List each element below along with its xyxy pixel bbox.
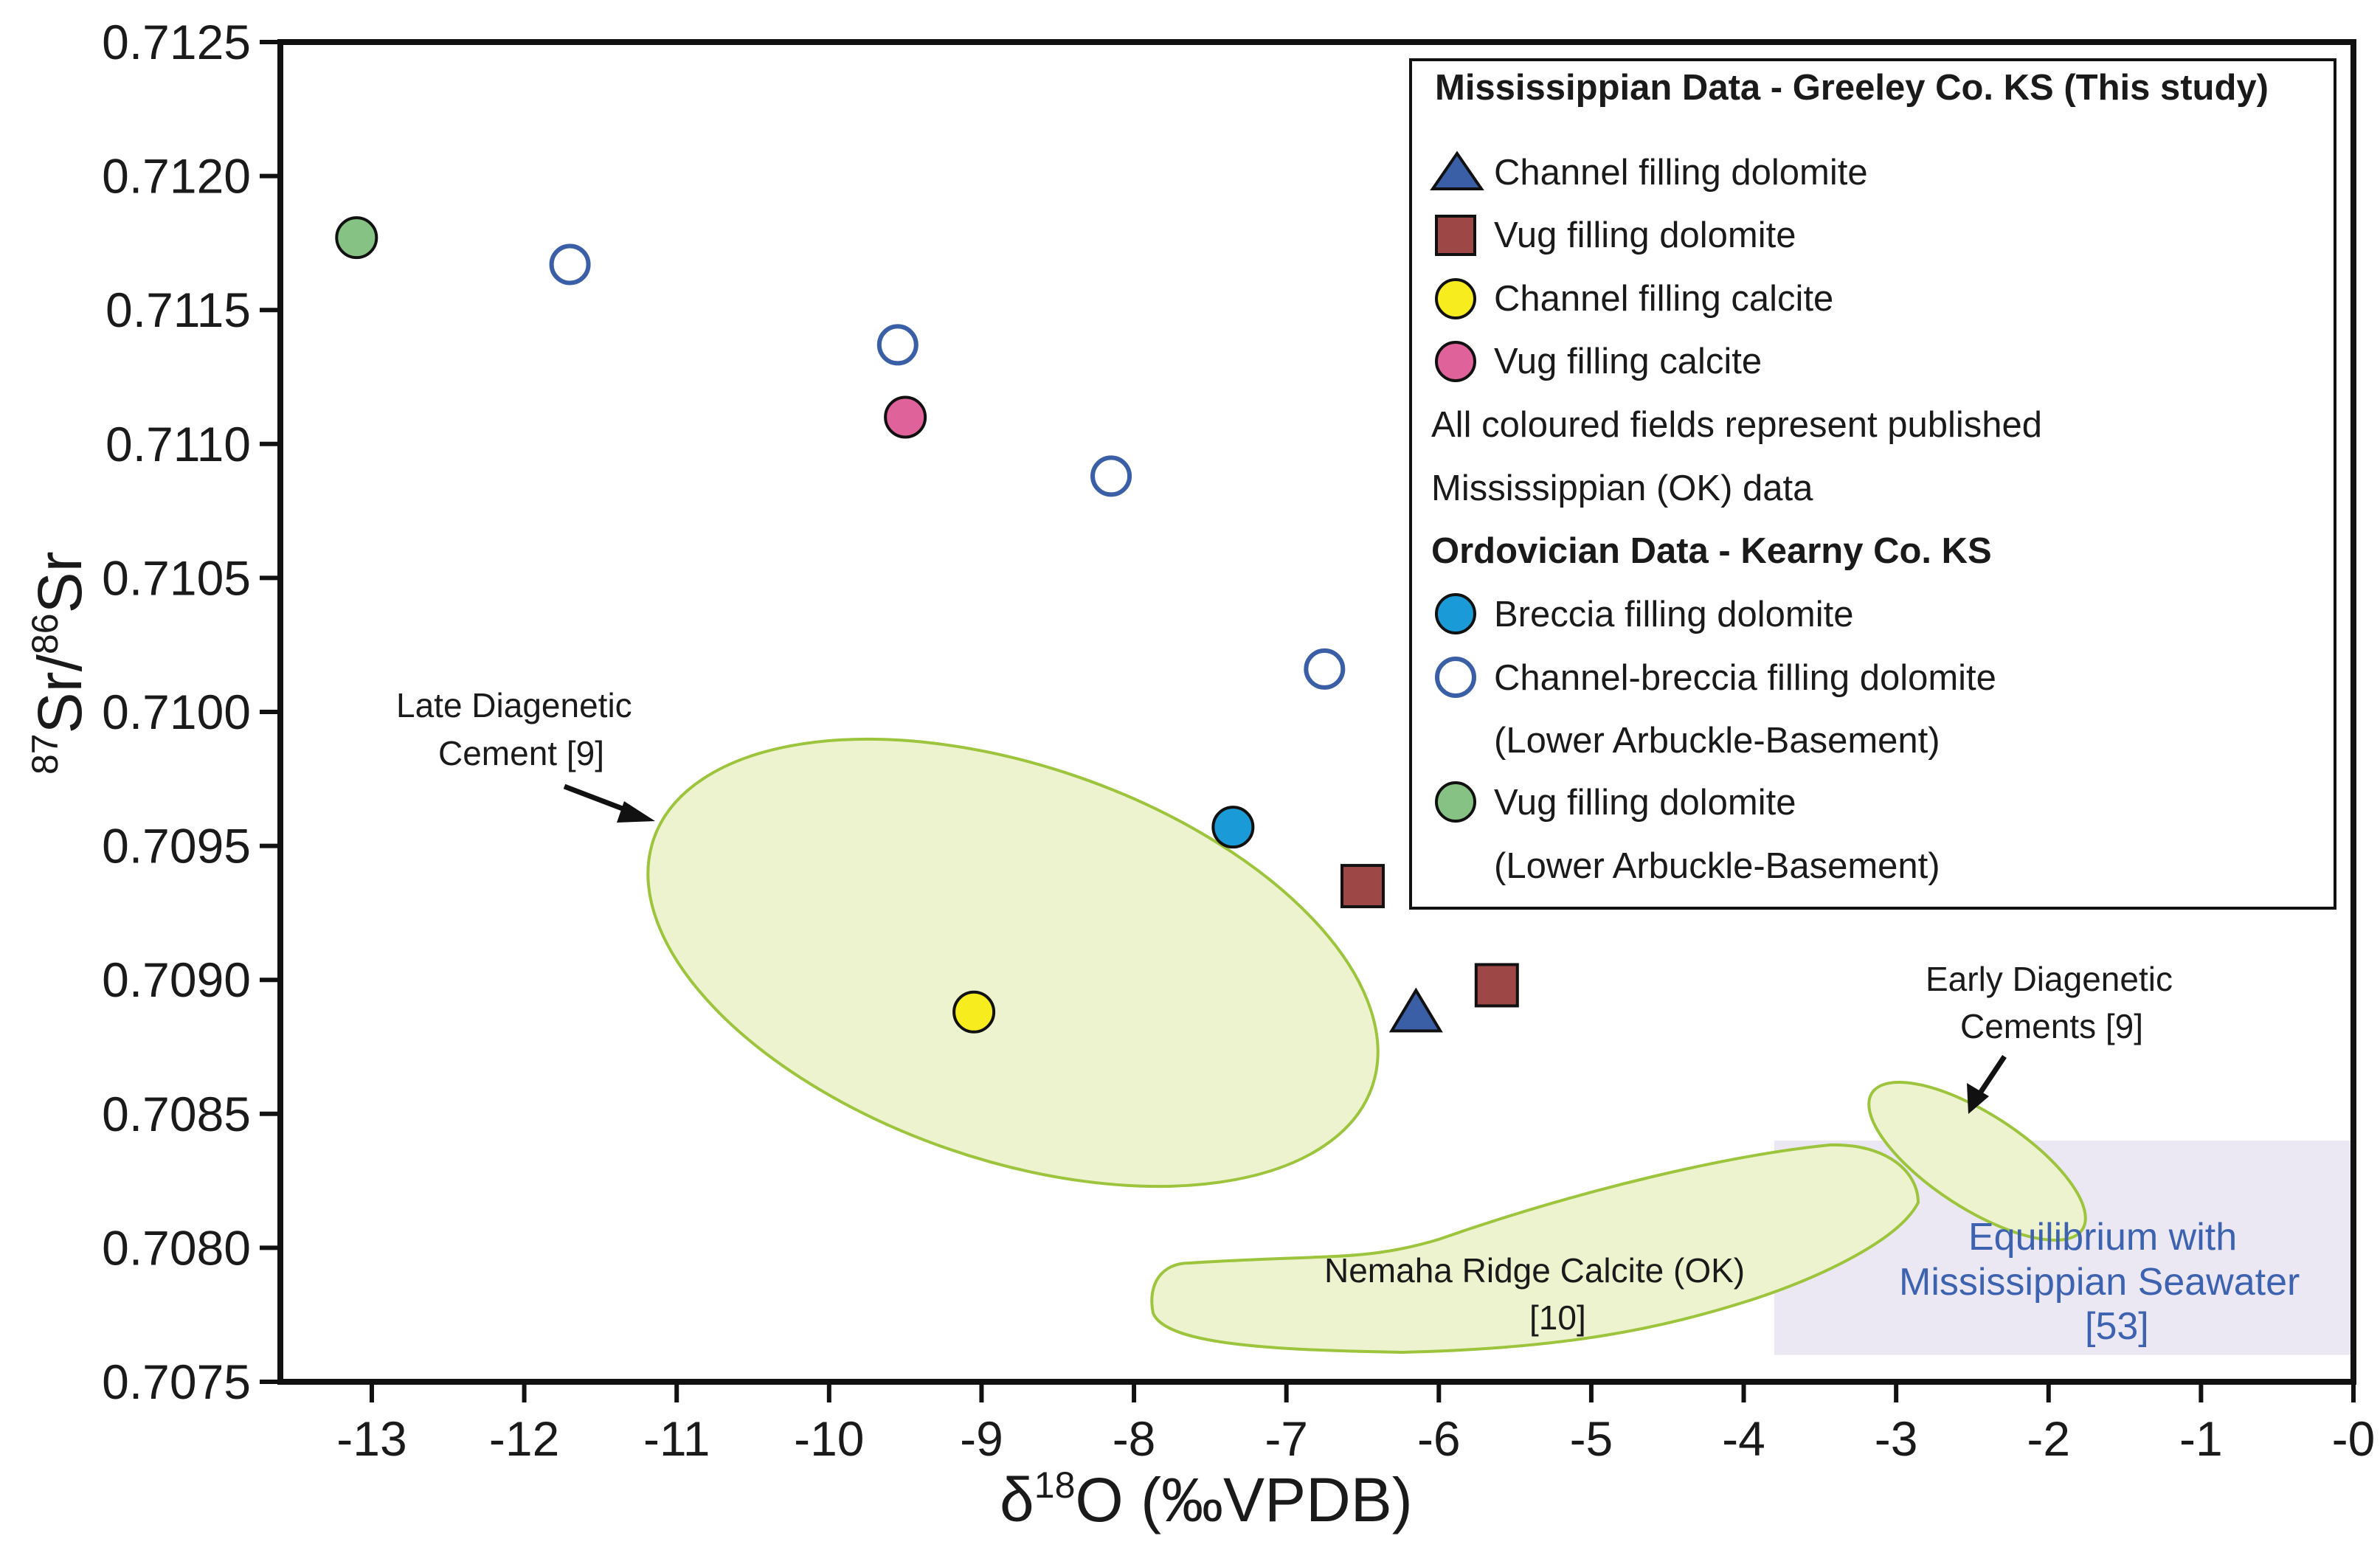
y-axis-title: 87Sr/86Sr — [24, 551, 94, 775]
x-tick-label: -3 — [1875, 1411, 1918, 1466]
legend-square-icon — [1435, 215, 1476, 256]
early-diagenetic-field — [1867, 1080, 2087, 1242]
data-point — [1474, 963, 1519, 1008]
y-tick-label: 0.7085 — [102, 1087, 251, 1141]
data-point — [549, 243, 591, 286]
legend-note-line1: All coloured fields represent published — [1431, 405, 2042, 445]
y-tick-label: 0.7090 — [102, 952, 251, 1007]
x-tick-label: -12 — [489, 1411, 559, 1466]
legend-item-channel-breccia: Channel-breccia filling dolomite — [1494, 658, 1996, 698]
legend-item-vug-dolomite-ord: Vug filling dolomite — [1494, 783, 1796, 823]
data-point — [1090, 455, 1132, 497]
legend-green-circle-icon — [1435, 781, 1476, 823]
data-point — [952, 990, 996, 1034]
legend-item-vug-dolomite-ord-sub: (Lower Arbuckle-Basement) — [1494, 846, 1940, 886]
late-diagenetic-label-line1: Late Diagenetic — [396, 686, 632, 724]
x-tick-label: -5 — [1570, 1411, 1613, 1466]
seawater-label-line3: [53] — [2085, 1305, 2149, 1348]
data-point — [876, 324, 919, 366]
legend: Mississippian Data - Greeley Co. KS (Thi… — [1409, 58, 2336, 910]
early-diagenetic-label-line2: Cements [9] — [1960, 1007, 2143, 1045]
data-point — [1340, 864, 1385, 909]
nemaha-label-line1: Nemaha Ridge Calcite (OK) — [1324, 1251, 1745, 1290]
data-point — [1211, 806, 1255, 849]
y-tick-label: 0.7075 — [102, 1354, 251, 1409]
legend-yellow-circle-icon — [1435, 278, 1476, 319]
x-tick-label: -11 — [643, 1411, 710, 1466]
data-point — [335, 216, 378, 260]
y-tick-label: 0.7120 — [102, 149, 251, 204]
x-tick-label: -9 — [960, 1411, 1003, 1466]
y-tick-label: 0.7115 — [105, 283, 251, 337]
legend-blue-circle-icon — [1435, 593, 1476, 634]
nemaha-ridge-field — [1150, 1143, 1920, 1354]
legend-item-vug-dolomite: Vug filling dolomite — [1494, 215, 1796, 255]
y-tick-label: 0.7100 — [102, 685, 251, 739]
late-diagenetic-field — [646, 737, 1380, 1189]
x-tick-label: -2 — [2027, 1411, 2070, 1466]
legend-note-line2: Mississippian (OK) data — [1431, 468, 1813, 508]
y-tick-label: 0.7110 — [105, 417, 251, 471]
legend-box — [1409, 58, 2336, 910]
y-tick-label: 0.7105 — [102, 550, 251, 605]
data-point — [1304, 648, 1346, 690]
y-axis: 0.7075 0.7080 0.7085 0.7090 0.7095 0.7100 0.71… — [102, 15, 280, 1409]
legend-triangle-icon — [1430, 150, 1484, 190]
x-tick-label: -6 — [1417, 1411, 1461, 1466]
data-point — [1388, 987, 1443, 1033]
y-tick-label: 0.7125 — [102, 15, 251, 69]
data-point — [884, 395, 927, 439]
x-axis: -13 -12 -11 -10 -9 -8 -7 -6 -5 -4 -3 -2 -1 -0 — [336, 1382, 2375, 1466]
x-tick-label: -0 — [2332, 1411, 2376, 1466]
x-tick-label: -10 — [794, 1411, 864, 1466]
seawater-label-line1: Equilibrium with — [1968, 1216, 2237, 1259]
early-diagenetic-label-line1: Early Diagenetic — [1926, 960, 2173, 998]
seawater-label-line2: Mississippian Seawater — [1899, 1261, 2300, 1304]
legend-heading-ordovician: Ordovician Data - Kearny Co. KS — [1431, 531, 1992, 571]
x-tick-label: -7 — [1265, 1411, 1308, 1466]
legend-open-circle-icon — [1435, 657, 1476, 698]
x-tick-label: -13 — [336, 1411, 407, 1466]
x-tick-label: -4 — [1722, 1411, 1765, 1466]
early-diagenetic-arrow — [1967, 1055, 2007, 1114]
nemaha-label-line2: [10] — [1529, 1298, 1586, 1337]
legend-item-channel-dolomite: Channel filling dolomite — [1494, 153, 1868, 193]
published-fields — [646, 737, 2087, 1354]
legend-pink-circle-icon — [1435, 341, 1476, 382]
legend-item-channel-breccia-sub: (Lower Arbuckle-Basement) — [1494, 721, 1940, 761]
x-axis-title: δ18O (‰VPDB) — [1000, 1464, 1413, 1535]
y-tick-label: 0.7095 — [102, 819, 251, 873]
legend-item-breccia-dolomite: Breccia filling dolomite — [1494, 595, 1854, 634]
late-diagenetic-label-line2: Cement [9] — [438, 734, 604, 772]
legend-item-vug-calcite: Vug filling calcite — [1494, 342, 1762, 381]
x-tick-label: -1 — [2179, 1411, 2223, 1466]
legend-heading-mississippian: Mississippian Data - Greeley Co. KS (Thi… — [1435, 68, 2269, 108]
y-tick-label: 0.7080 — [102, 1220, 251, 1275]
legend-item-channel-calcite: Channel filling calcite — [1494, 279, 1833, 319]
x-tick-label: -8 — [1113, 1411, 1156, 1466]
data-markers — [335, 216, 1519, 1034]
late-diagenetic-arrow — [563, 783, 655, 823]
